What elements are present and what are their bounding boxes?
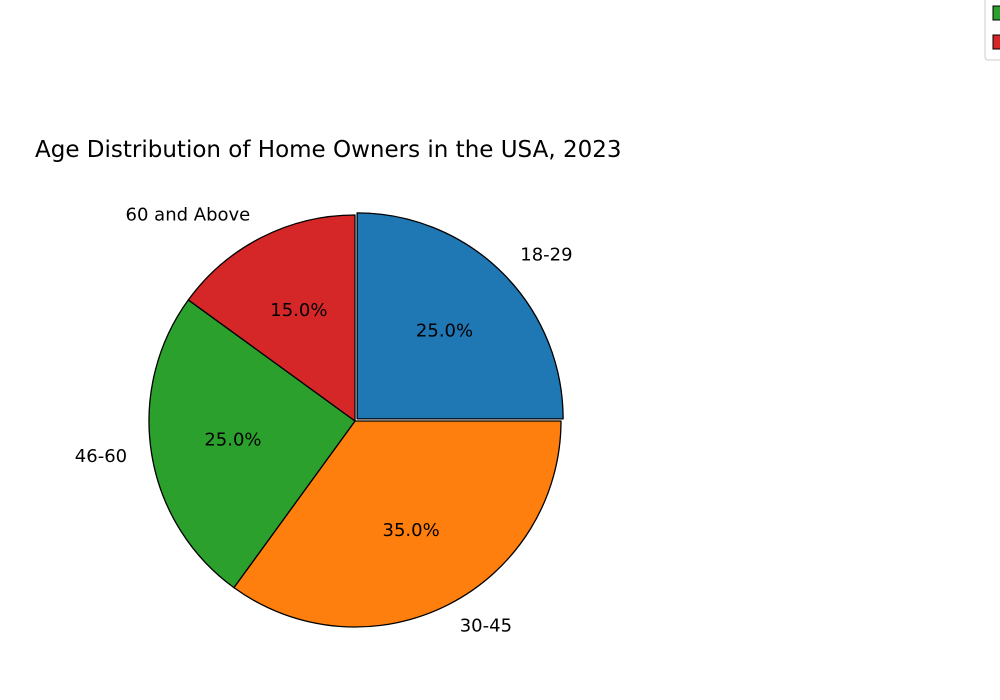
pie-category-label: 46-60 [75,446,127,467]
pie-percent-label: 25.0% [204,429,261,450]
pie-labels: 25.0% 18-29 35.0% 30-45 25.0% 46-60 15.0% 60 an… [75,204,573,636]
pie-slice-46-60 [148,299,356,589]
pie-percent-label: 25.0% [416,320,473,341]
legend [984,0,1000,61]
pie-slice-30-45 [233,420,562,628]
pie-category-label: 30-45 [460,616,512,637]
legend-swatch [992,5,1000,21]
pie-slices [148,212,564,628]
chart-title: Age Distribution of Home Owners in the U… [35,137,621,163]
pie-percent-label: 35.0% [383,520,440,541]
legend-swatch [992,34,1000,50]
pie-percent-label: 15.0% [270,300,327,321]
pie-slice-18-29 [356,212,564,420]
pie-category-label: 60 and Above [126,204,251,225]
pie-category-label: 18-29 [520,245,572,266]
pie-slice-60-and-above [187,214,356,422]
